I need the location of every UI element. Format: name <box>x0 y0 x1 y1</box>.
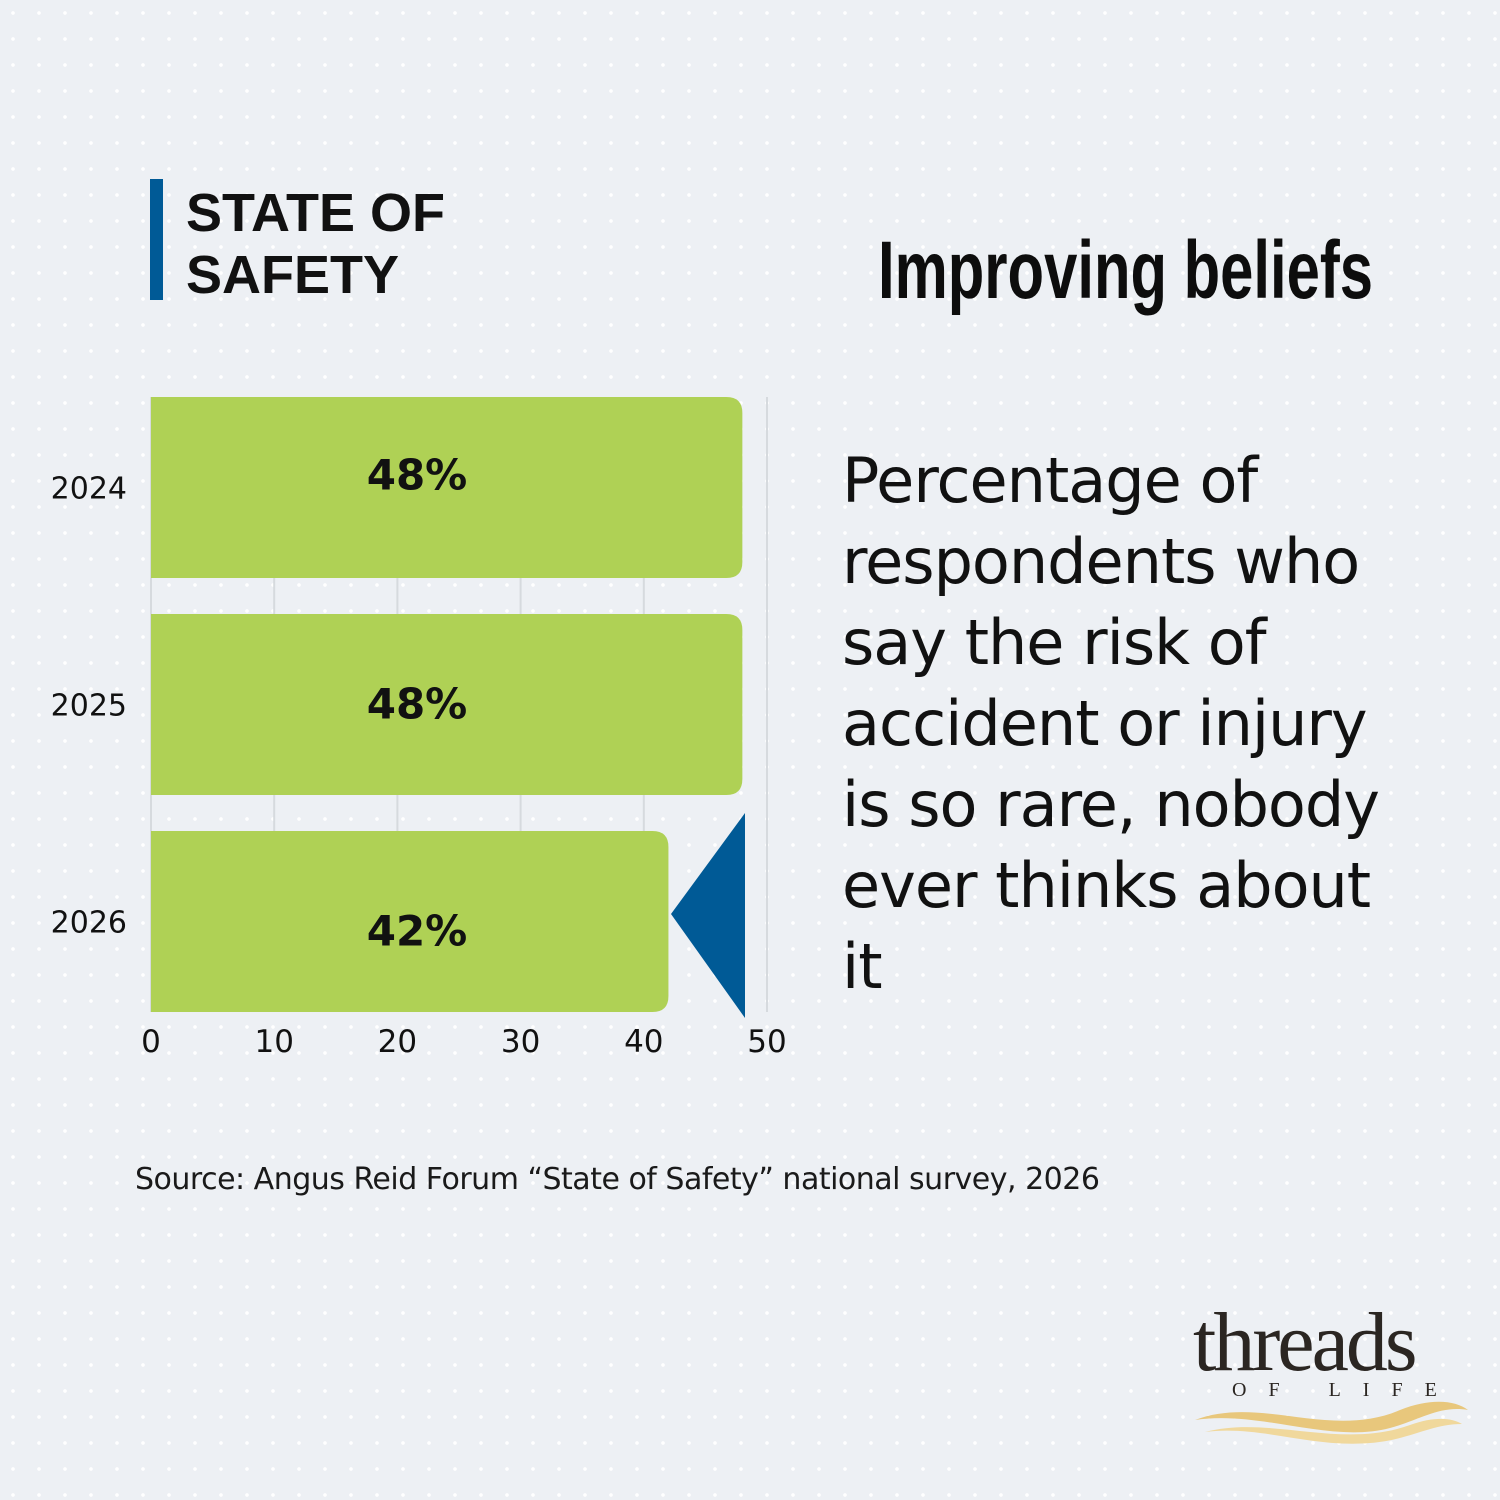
arrow-indicator <box>671 813 745 1018</box>
x-tick-label: 20 <box>378 1024 417 1060</box>
value-label: 48% <box>367 451 468 500</box>
y-tick-label: 2024 <box>51 472 127 507</box>
logo-tagline: OF LIFE <box>1232 1379 1459 1401</box>
header: STATE OF SAFETY <box>186 183 445 305</box>
x-tick-label: 30 <box>501 1024 540 1060</box>
logo-name: threads <box>1193 1296 1415 1389</box>
x-tick-label: 50 <box>747 1024 786 1060</box>
bar <box>151 397 743 578</box>
y-tick-label: 2026 <box>51 906 127 941</box>
chart-subtitle: Percentage of respondents who say the ri… <box>842 444 1380 1003</box>
chart-title: Improving beliefs <box>878 225 1373 316</box>
logo-swoosh <box>1195 1401 1468 1433</box>
logo-swoosh <box>1205 1418 1462 1444</box>
value-label: 48% <box>367 680 468 729</box>
bar <box>151 831 669 1012</box>
source-note: Source: Angus Reid Forum “State of Safet… <box>135 1162 1100 1197</box>
plot-area: 0 10 20 30 40 50 2024 48% 2025 48% 2026 42% <box>51 397 787 1060</box>
y-tick-label: 2025 <box>51 689 127 724</box>
value-label: 42% <box>367 907 468 956</box>
x-tick-label: 40 <box>624 1024 663 1060</box>
x-tick-label: 0 <box>141 1024 161 1060</box>
bar <box>151 614 743 795</box>
header-accent <box>150 179 163 300</box>
x-tick-label: 10 <box>254 1024 293 1060</box>
